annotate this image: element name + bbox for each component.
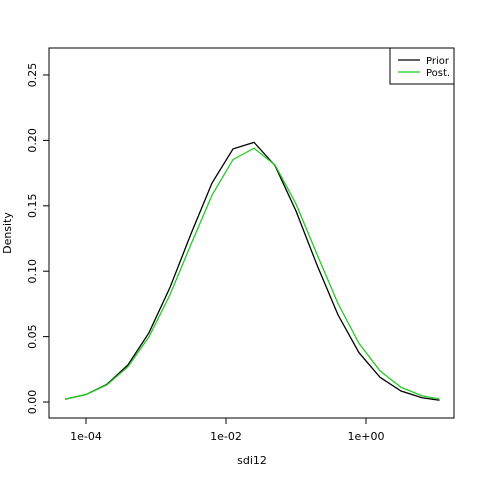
series-line [64,141,440,401]
legend-label: Prior [426,56,450,67]
x-tick-label: 1e-02 [210,430,242,443]
x-tick-label: 1e+00 [348,430,385,443]
legend-box [389,47,455,85]
series-line [64,147,440,400]
y-tick-label: 0.10 [26,259,39,284]
y-axis-label: Density [1,212,14,254]
x-axis-label: sdi12 [237,454,267,467]
y-tick-label: 0.25 [26,63,39,88]
plot-frame [48,47,455,419]
y-tick-label: 0.20 [26,128,39,153]
y-tick-label: 0.15 [26,194,39,219]
x-tick-label: 1e-04 [70,430,102,443]
y-tick-label: 0.00 [26,390,39,415]
y-tick-label: 0.05 [26,324,39,349]
legend-label: Post. [426,68,450,79]
